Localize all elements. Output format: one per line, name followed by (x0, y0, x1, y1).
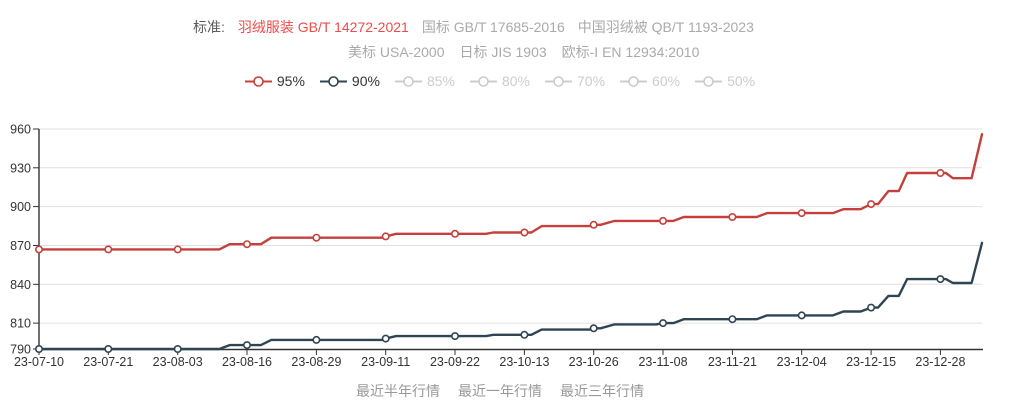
y-axis-label: 790 (10, 343, 31, 357)
standards-caption: 标准: (193, 19, 225, 35)
data-point-marker (312, 335, 321, 344)
data-point-marker (936, 275, 945, 284)
legend-label: 85% (426, 73, 455, 89)
y-axis-label: 840 (10, 278, 31, 292)
x-axis-label: 23-12-15 (846, 355, 896, 369)
x-axis-label: 23-08-16 (222, 355, 272, 369)
legend-item-80[interactable]: 80% (469, 73, 531, 89)
legend-item-85[interactable]: 85% (394, 73, 455, 89)
data-point-marker (728, 315, 737, 324)
legend-item-95[interactable]: 95% (244, 73, 305, 89)
legend-item-60[interactable]: 60% (620, 73, 680, 89)
legend-label: 60% (652, 73, 681, 89)
data-point-marker (312, 233, 321, 242)
time-range-links: 最近半年行情 最近一年行情 最近三年行情 (0, 381, 1000, 401)
data-point-marker (243, 240, 252, 249)
y-axis-label: 810 (10, 317, 31, 331)
legend-item-70[interactable]: 70% (545, 73, 605, 89)
legend-line-icon (244, 75, 272, 87)
data-point-marker (173, 245, 182, 254)
x-axis-label: 23-07-10 (14, 355, 64, 369)
legend-line-icon (319, 75, 347, 87)
legend-item-90[interactable]: 90% (319, 73, 380, 89)
x-axis-label: 23-12-28 (915, 355, 965, 369)
data-point-marker (243, 341, 252, 350)
data-point-marker (104, 245, 113, 254)
data-point-marker (104, 344, 113, 353)
y-axis-label: 900 (10, 200, 31, 214)
data-point-marker (381, 232, 390, 241)
standard-option-jis1903[interactable]: 日标 JIS 1903 (459, 44, 547, 60)
data-point-marker (728, 213, 737, 222)
data-point-marker (658, 216, 667, 225)
legend-label: 80% (501, 73, 531, 89)
data-point-marker (34, 344, 43, 353)
chart-legend: 95% 90% 85% 80% 70% 60% 50% (0, 73, 1000, 89)
standard-option-en12934[interactable]: 欧标-I EN 12934:2010 (561, 44, 700, 60)
y-axis-label: 960 (10, 123, 31, 137)
data-point-marker (34, 245, 43, 254)
data-point-marker (520, 330, 529, 339)
standards-row-2: 美标 USA-2000 日标 JIS 1903 欧标-I EN 12934:20… (348, 42, 699, 62)
series-line-95 (37, 133, 984, 251)
legend-line-icon (695, 75, 723, 87)
data-point-marker (589, 324, 598, 333)
standard-option-usa2000[interactable]: 美标 USA-2000 (348, 44, 445, 60)
range-link-one-year[interactable]: 最近一年行情 (458, 383, 542, 399)
x-axis-label: 23-10-13 (499, 355, 549, 369)
x-axis-label: 23-07-21 (83, 355, 133, 369)
legend-label: 50% (727, 73, 756, 89)
data-point-marker (867, 303, 876, 312)
legend-line-icon (620, 75, 648, 87)
data-point-marker (867, 200, 876, 209)
legend-line-icon (469, 75, 497, 87)
x-axis-label: 23-08-29 (291, 355, 341, 369)
standard-option-gbt17685[interactable]: 国标 GB/T 17685-2016 (421, 19, 565, 35)
data-point-marker (658, 319, 667, 328)
legend-label: 70% (577, 73, 606, 89)
data-point-marker (381, 334, 390, 343)
standard-option-gbt14272[interactable]: 羽绒服装 GB/T 14272-2021 (237, 19, 409, 35)
y-axis-label: 930 (10, 161, 31, 175)
x-axis-label: 23-12-04 (777, 355, 827, 369)
legend-label: 95% (276, 73, 305, 89)
y-axis-label: 870 (10, 239, 31, 253)
data-point-marker (450, 229, 459, 238)
legend-line-icon (545, 75, 573, 87)
data-point-marker (797, 209, 806, 218)
data-point-marker (520, 228, 529, 237)
range-link-half-year[interactable]: 最近半年行情 (356, 383, 440, 399)
standard-option-qbt1193[interactable]: 中国羽绒被 QB/T 1193-2023 (577, 19, 754, 35)
x-axis-label: 23-08-03 (153, 355, 203, 369)
x-axis-label: 23-11-08 (638, 355, 687, 369)
legend-line-icon (394, 75, 422, 87)
x-axis-label: 23-09-22 (430, 355, 480, 369)
data-point-marker (173, 344, 182, 353)
legend-item-50[interactable]: 50% (695, 73, 755, 89)
x-axis-label: 23-09-11 (361, 355, 410, 369)
data-point-marker (450, 332, 459, 341)
data-point-marker (589, 220, 598, 229)
data-point-marker (936, 169, 945, 178)
standards-row-1: 标准: 羽绒服装 GB/T 14272-2021 国标 GB/T 17685-2… (193, 17, 754, 37)
x-axis-label: 23-10-26 (569, 355, 619, 369)
x-axis-label: 23-11-21 (708, 355, 757, 369)
legend-label: 90% (351, 73, 380, 89)
series-line-90 (37, 241, 984, 351)
data-point-marker (797, 311, 806, 320)
range-link-three-years[interactable]: 最近三年行情 (560, 383, 644, 399)
